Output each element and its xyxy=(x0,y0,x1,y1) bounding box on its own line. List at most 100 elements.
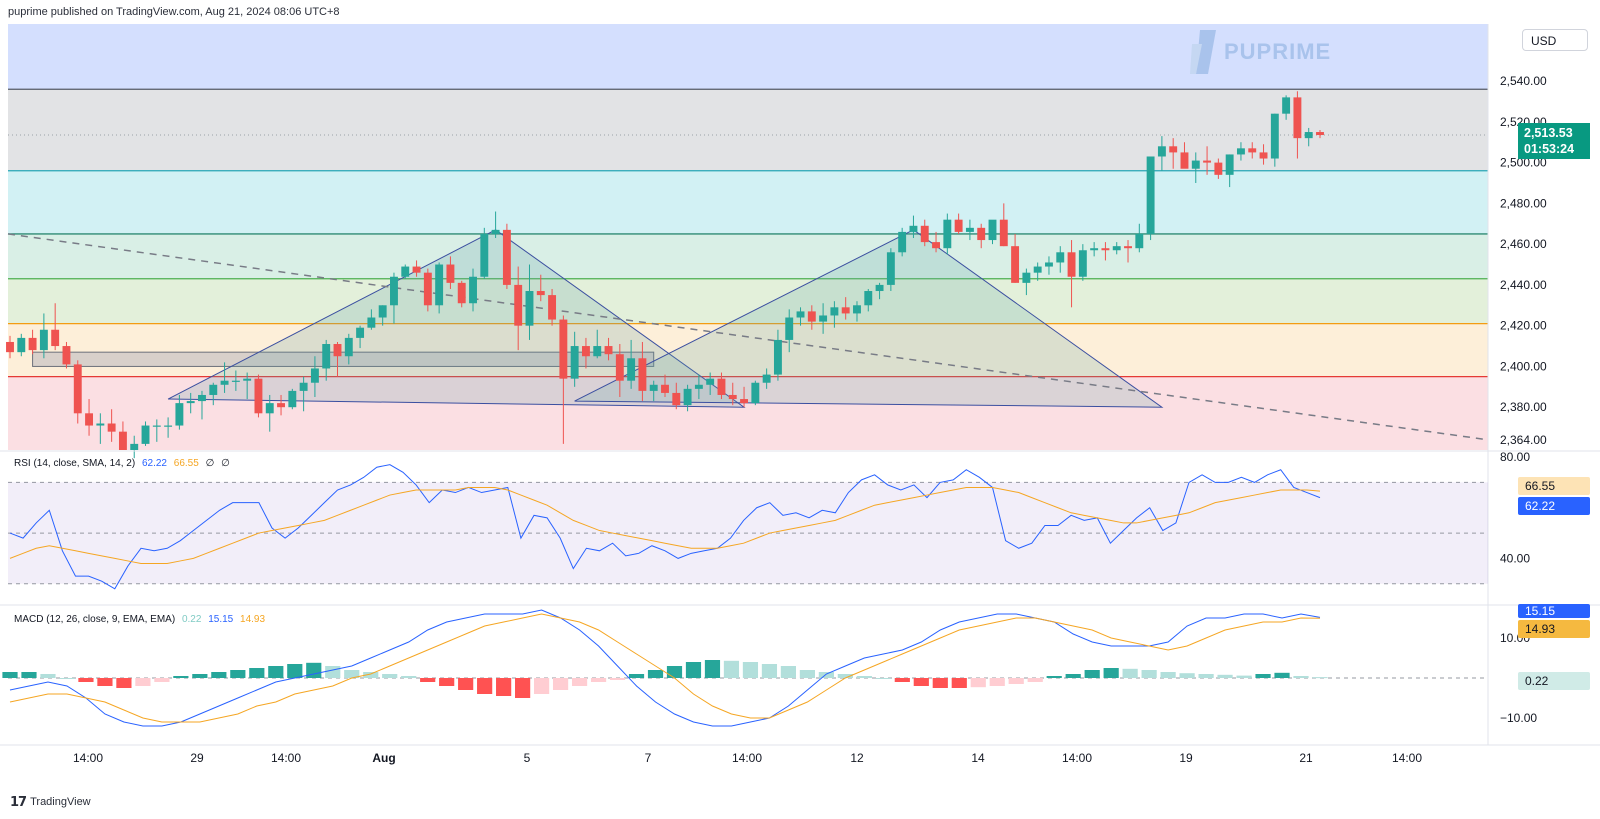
macd-histogram-bar xyxy=(951,678,967,688)
candle-body xyxy=(28,337,37,351)
bar-countdown: 01:53:24 xyxy=(1524,142,1575,156)
candle-body xyxy=(1067,252,1076,277)
candle-body xyxy=(1022,272,1031,283)
candle-body xyxy=(1236,148,1245,155)
candle-body xyxy=(412,266,421,273)
macd-histogram-bar xyxy=(1198,674,1214,678)
candle-body xyxy=(299,382,308,391)
currency-button[interactable]: USD xyxy=(1522,29,1588,51)
candle-body xyxy=(615,354,624,381)
candle xyxy=(1101,242,1110,261)
candle xyxy=(841,297,850,320)
time-axis-label: 14:00 xyxy=(271,751,301,765)
candle-body xyxy=(310,368,319,383)
price-axis-label: 2,460.00 xyxy=(1500,237,1547,251)
macd-histogram-bar xyxy=(571,678,588,686)
candle xyxy=(118,421,127,450)
tradingview-footer[interactable]: 𝟭𝟳 TradingView xyxy=(10,794,91,810)
candle xyxy=(1157,136,1166,171)
macd-histogram-bar xyxy=(685,662,702,678)
macd-signal-tag: 14.93 xyxy=(1518,620,1590,638)
candle xyxy=(502,223,511,289)
candle-body xyxy=(898,231,907,253)
candle xyxy=(390,272,398,324)
candle-body xyxy=(909,225,918,232)
candle-body xyxy=(118,431,127,450)
candle xyxy=(220,362,229,393)
candle-body xyxy=(1248,148,1257,153)
candle xyxy=(1022,268,1031,296)
current-price: 2,513.53 xyxy=(1524,126,1573,140)
candle xyxy=(773,329,782,381)
candle-body xyxy=(853,305,861,314)
candle-body xyxy=(672,392,681,406)
macd-histogram-bar xyxy=(875,678,891,679)
candle xyxy=(1180,142,1189,169)
candle xyxy=(875,282,884,300)
candle xyxy=(265,394,274,432)
candle xyxy=(740,386,749,408)
macd-histogram-bar xyxy=(1046,676,1062,678)
candle-body xyxy=(1293,97,1302,139)
macd-histogram-bar xyxy=(590,678,607,682)
price-axis-label: 2,500.00 xyxy=(1500,156,1547,170)
price-zone-4 xyxy=(8,278,1488,324)
candle xyxy=(807,305,816,330)
candle xyxy=(649,380,658,402)
resistance-box xyxy=(32,351,655,367)
rsi-legend[interactable]: RSI (14, close, SMA, 14, 2) 62.22 66.55 … xyxy=(14,458,234,469)
macd-legend[interactable]: MACD (12, 26, close, 9, EMA, EMA) 0.22 1… xyxy=(14,614,269,625)
candle xyxy=(288,388,297,410)
time-axis-label: Aug xyxy=(372,751,395,765)
candle-body xyxy=(480,233,489,277)
candle xyxy=(977,223,986,249)
candle xyxy=(954,213,963,234)
current-price-tag: 2,513.53 01:53:24 xyxy=(1518,123,1590,159)
time-axis-label: 14:00 xyxy=(1392,751,1422,765)
candle xyxy=(559,315,568,444)
candle xyxy=(1203,146,1212,175)
candle-body xyxy=(661,384,669,393)
price-axis-label: 2,420.00 xyxy=(1500,319,1547,333)
candle-body xyxy=(85,413,94,426)
puprime-logo-text: PUPRIME xyxy=(1224,39,1332,64)
candle-body xyxy=(265,403,274,414)
price-axis-label: 2,364.00 xyxy=(1500,433,1547,447)
macd-axis-label: −10.00 xyxy=(1500,711,1537,725)
candle xyxy=(593,329,602,359)
candle xyxy=(1090,242,1099,257)
candle-body xyxy=(288,390,297,408)
candle xyxy=(627,339,636,389)
candle-body xyxy=(581,346,590,357)
price-zone-2 xyxy=(8,170,1488,234)
candle-body xyxy=(773,339,782,375)
time-axis-label: 14:00 xyxy=(1062,751,1092,765)
candle xyxy=(198,390,206,420)
candle-body xyxy=(378,305,387,318)
candle-body xyxy=(209,384,218,395)
price-axis-label: 2,540.00 xyxy=(1500,74,1547,88)
candle-body xyxy=(886,252,895,285)
macd-histogram-bar xyxy=(382,674,398,678)
rsi-axis-label: 40.00 xyxy=(1500,551,1530,565)
candle xyxy=(457,280,466,308)
macd-histogram-bar xyxy=(363,672,379,678)
candle xyxy=(706,372,715,395)
macd-histogram-bar xyxy=(1084,670,1100,678)
macd-histogram-bar xyxy=(666,666,683,678)
macd-histogram-bar xyxy=(1312,677,1328,679)
macd-histogram-bar xyxy=(818,672,834,678)
candle-body xyxy=(322,344,331,369)
candle-body xyxy=(570,346,579,379)
candle-body xyxy=(875,284,884,292)
candle-body xyxy=(469,276,477,304)
candle-body xyxy=(152,425,161,427)
candle xyxy=(796,307,805,326)
candle-body xyxy=(1045,262,1053,267)
candle xyxy=(1112,242,1121,255)
macd-histogram-bar xyxy=(1236,675,1252,678)
candle xyxy=(1282,95,1291,120)
candle-body xyxy=(423,272,432,306)
time-axis-label: 21 xyxy=(1299,751,1313,765)
macd-histogram-bar xyxy=(458,678,474,690)
